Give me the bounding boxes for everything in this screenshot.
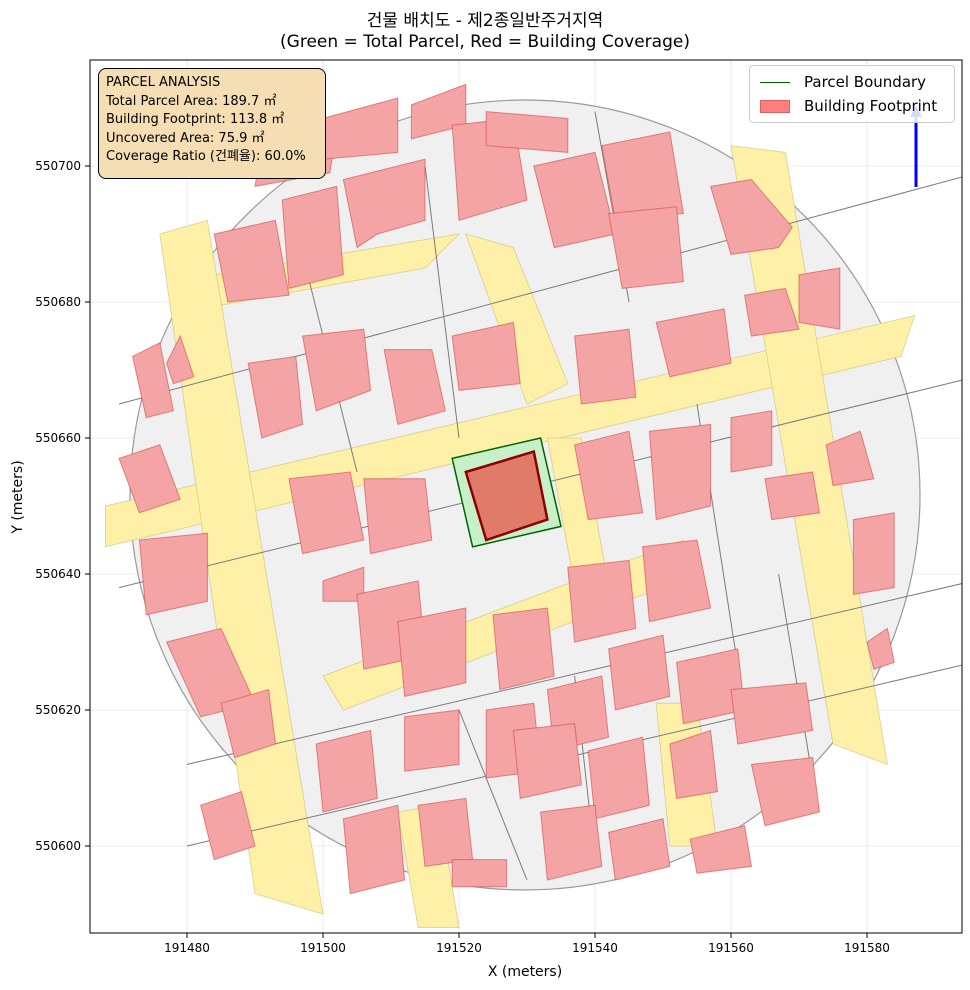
y-tick-label: 550600 [35, 839, 81, 853]
lot-line [458, 709, 528, 881]
neighbor-building [730, 682, 814, 745]
neighbor-building [825, 430, 875, 487]
legend-item-parcel: Parcel Boundary [760, 72, 926, 92]
neighbor-building [587, 736, 650, 820]
neighbor-building [655, 308, 732, 378]
analysis-heading: PARCEL ANALYSIS [106, 75, 221, 90]
neighbor-building [342, 804, 406, 895]
lot-line [424, 165, 460, 439]
parcel-analysis-box: PARCEL ANALYSIS Total Parcel Area: 189.7… [98, 68, 326, 179]
neighbor-building [247, 355, 304, 439]
neighbor-building [404, 709, 460, 772]
y-tick-label: 550660 [35, 431, 81, 445]
x-tick-label: 191560 [708, 941, 754, 955]
neighbor-building [648, 423, 712, 521]
neighbor-building [689, 824, 752, 874]
neighbor-building [798, 267, 841, 330]
y-axis-label: Y (meters) [10, 460, 26, 534]
neighbor-building [744, 287, 800, 337]
neighbor-building [512, 723, 582, 800]
neighbor-building [485, 111, 569, 153]
neighbor-building [281, 185, 344, 290]
neighbor-building [764, 471, 820, 521]
neighbor-building [750, 757, 820, 827]
neighbor-building [451, 321, 521, 391]
legend-swatch-parcel [760, 81, 790, 83]
legend: Parcel Boundary Building Footprint [749, 65, 955, 123]
neighbor-building [608, 818, 671, 881]
neighbor-building [397, 607, 467, 698]
legend-label-building: Building Footprint [804, 97, 938, 115]
x-axis-label: X (meters) [488, 964, 562, 980]
neighbor-building [302, 328, 372, 412]
analysis-total-area: Total Parcel Area: 189.7 ㎡ [106, 93, 277, 109]
neighbor-buildings [118, 83, 895, 895]
neighbor-building [567, 559, 637, 643]
legend-label-parcel: Parcel Boundary [804, 73, 927, 91]
y-tick-label: 550640 [35, 567, 81, 581]
neighbor-building [601, 131, 684, 221]
neighbor-building [866, 627, 895, 670]
neighbor-building [132, 342, 174, 419]
x-tick-label: 191500 [300, 941, 346, 955]
legend-swatch-building [760, 99, 790, 113]
neighbor-building [709, 179, 793, 255]
x-tick-label: 191580 [844, 941, 890, 955]
x-tick-label: 191480 [164, 941, 210, 955]
neighbor-building [540, 804, 603, 881]
x-axis-ticks: 191480 191500 191520 191540 191560 191580 [164, 933, 890, 955]
neighbor-building [118, 444, 181, 514]
legend-item-building: Building Footprint [760, 96, 937, 116]
neighbor-building [642, 539, 712, 623]
neighbor-building [852, 512, 895, 595]
neighbor-building [200, 790, 256, 861]
map-layer [105, 83, 962, 928]
neighbor-building [383, 349, 446, 426]
neighbor-building [574, 328, 637, 405]
x-tick-label: 191520 [436, 941, 482, 955]
lot-line [118, 379, 962, 589]
neighbor-building [138, 532, 208, 616]
plot-frame [89, 59, 963, 934]
analysis-coverage: Coverage Ratio (건폐율): 60.0% [106, 149, 306, 164]
neighbor-building [213, 219, 290, 303]
y-tick-label: 550620 [35, 703, 81, 717]
analysis-footprint: Building Footprint: 113.8 ㎡ [106, 112, 285, 127]
neighbor-building [417, 797, 474, 867]
neighbor-building [608, 206, 684, 289]
neighbor-building [669, 729, 718, 799]
analysis-uncovered: Uncovered Area: 75.9 ㎡ [106, 130, 265, 146]
y-tick-label: 550700 [35, 159, 81, 173]
neighbor-building [363, 478, 433, 555]
neighbor-building [220, 688, 276, 759]
x-tick-label: 191540 [572, 941, 618, 955]
target-building [464, 450, 549, 542]
neighbor-building [166, 334, 195, 385]
neighbor-building [342, 158, 426, 249]
neighbor-building [451, 859, 508, 888]
neighbor-building [315, 729, 378, 813]
y-tick-label: 550680 [35, 295, 81, 309]
lot-line [186, 583, 962, 765]
y-axis-ticks: 550600 550620 550640 550660 550680 550700 [35, 159, 90, 853]
neighbor-building [322, 97, 399, 160]
lot-line [778, 573, 814, 779]
neighbor-building [288, 471, 365, 555]
neighbor-building [492, 607, 555, 691]
neighbor-building [574, 430, 644, 521]
chart-subtitle: (Green = Total Parcel, Red = Building Co… [280, 32, 690, 52]
neighbor-building [608, 634, 671, 711]
neighbor-building [730, 410, 773, 473]
chart-title: 건물 배치도 - 제2종일반주거지역 [366, 11, 604, 31]
